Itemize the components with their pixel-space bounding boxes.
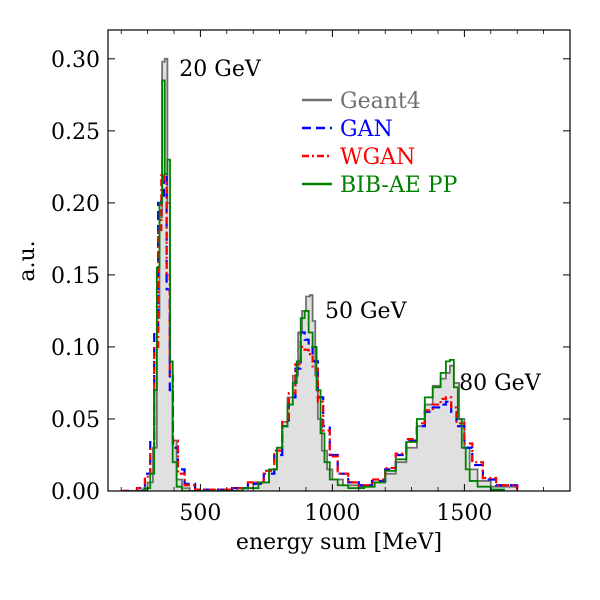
legend-label-wgan: WGAN bbox=[340, 145, 415, 170]
x-tick-label: 1500 bbox=[436, 501, 492, 526]
y-tick-label: 0.25 bbox=[51, 120, 100, 145]
series-line-geant4 bbox=[131, 57, 519, 491]
y-tick-label: 0.05 bbox=[51, 408, 100, 433]
x-tick-label: 500 bbox=[179, 501, 221, 526]
y-tick-label: 0.00 bbox=[51, 480, 100, 505]
x-tick-label: 1000 bbox=[304, 501, 360, 526]
annotation-layer: 20 GeV 50 GeV 80 GeV bbox=[179, 57, 541, 396]
legend: Geant4 GAN WGAN BIB-AE PP bbox=[302, 89, 458, 198]
y-tick-label: 0.20 bbox=[51, 192, 100, 217]
legend-label-geant4: Geant4 bbox=[340, 89, 421, 114]
peak-annotation: 80 GeV bbox=[459, 371, 542, 396]
peak-annotation: 50 GeV bbox=[325, 299, 408, 324]
legend-label-bib-ae-pp: BIB-AE PP bbox=[340, 173, 458, 198]
series-line-wgan bbox=[121, 172, 519, 491]
y-axis-label: a.u. bbox=[15, 240, 40, 281]
ticks-layer: 500 1000 1500 0.00 0.05 0.10 0.15 0.20 0.25 0.30 bbox=[51, 30, 570, 526]
plot-frame bbox=[107, 29, 571, 492]
x-axis-label: energy sum [MeV] bbox=[236, 530, 442, 555]
y-tick-label: 0.30 bbox=[51, 48, 100, 73]
y-tick-label: 0.15 bbox=[51, 264, 100, 289]
series-fill-geant4 bbox=[131, 58, 518, 491]
y-tick-label: 0.10 bbox=[51, 336, 100, 361]
series-line-bib-ae-pp bbox=[134, 79, 505, 491]
series-layer bbox=[121, 57, 519, 491]
legend-label-gan: GAN bbox=[340, 117, 393, 142]
peak-annotation: 20 GeV bbox=[179, 57, 262, 82]
